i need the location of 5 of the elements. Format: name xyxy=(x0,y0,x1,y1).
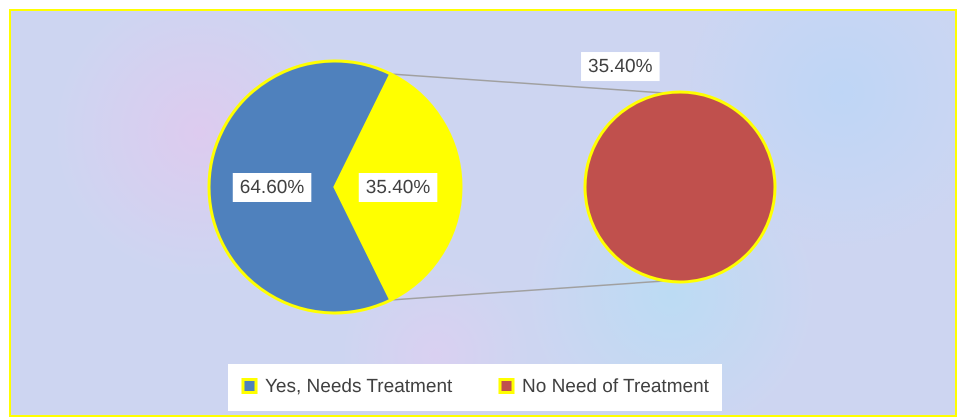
legend-label: No Need of Treatment xyxy=(522,376,710,397)
legend-label: Yes, Needs Treatment xyxy=(265,376,454,397)
data-label: 35.40% xyxy=(366,177,430,198)
data-label: 64.60% xyxy=(240,177,304,198)
data-label: 35.40% xyxy=(588,56,653,78)
